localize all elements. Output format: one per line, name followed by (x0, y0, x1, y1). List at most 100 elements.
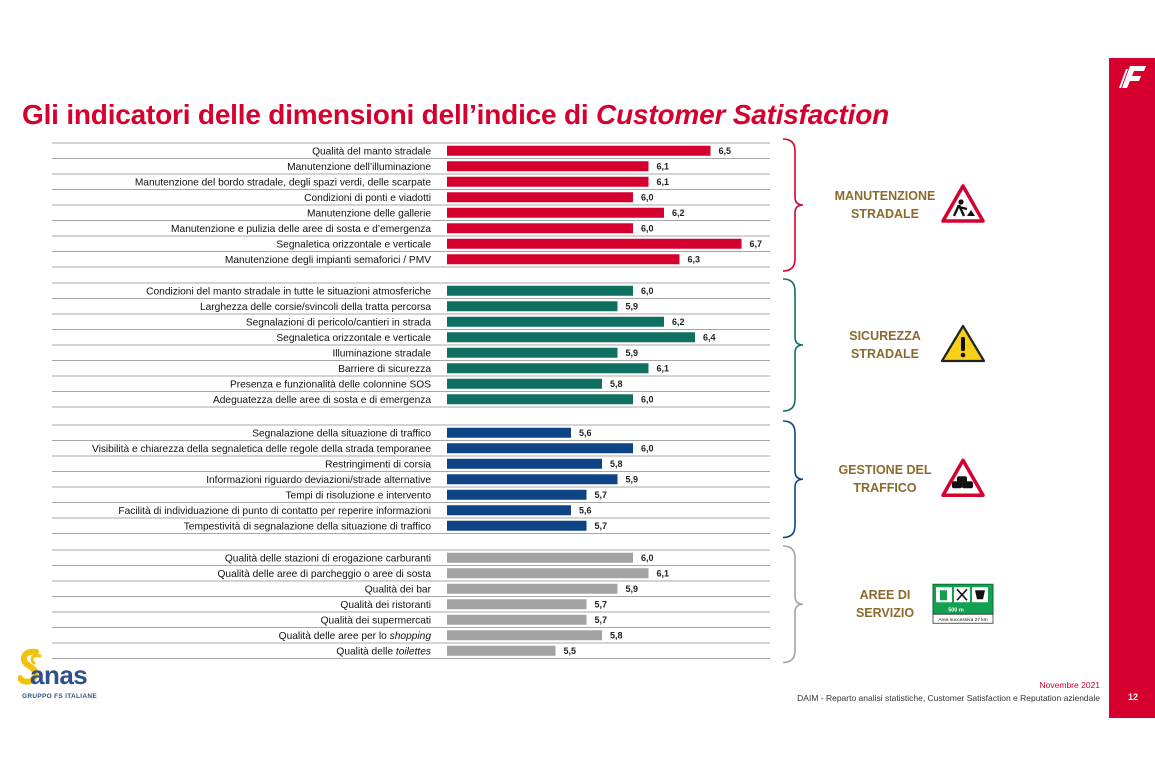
bar (447, 176, 649, 187)
value-label: 6,4 (703, 333, 716, 343)
anas-logo (17, 648, 118, 699)
brand-strip (1109, 58, 1155, 718)
value-label: 6,1 (657, 162, 670, 172)
value-label: 5,9 (626, 584, 639, 594)
category-label: Qualità dei ristoranti (340, 600, 431, 611)
category-label: Barriere di sicurezza (338, 364, 431, 375)
category-label: Visibilità e chiarezza della segnaletica… (92, 444, 431, 455)
page-number: 12 (1127, 692, 1138, 702)
value-label: 5,9 (626, 348, 639, 358)
category-label: Qualità dei supermercati (321, 615, 431, 626)
bar (447, 630, 602, 641)
group-label: AREE DI SERVIZIO (825, 586, 945, 622)
group-bracket (782, 278, 804, 412)
category-label: Illuminazione stradale (332, 348, 431, 359)
bar (447, 443, 633, 454)
category-label: Manutenzione delle gallerie (307, 208, 431, 219)
category-label: Segnalazioni di pericolo/cantieri in str… (246, 317, 432, 328)
anas-wordmark: anas (30, 660, 88, 690)
value-label: 6,2 (672, 208, 685, 218)
value-label: 6,0 (641, 224, 654, 234)
bar (447, 254, 680, 265)
value-label: 6,0 (641, 395, 654, 405)
group-label-line: SICUREZZA (849, 329, 921, 343)
group-label: SICUREZZA STRADALE (825, 327, 945, 363)
anas-subtitle: GRUPPO FS ITALIANE (22, 693, 97, 700)
bar (447, 223, 633, 234)
bar (447, 394, 633, 405)
category-label: Presenza e funzionalità delle colonnine … (230, 379, 431, 390)
road-works-sign-icon (941, 184, 985, 223)
bar (447, 192, 633, 203)
group-label-line: AREE DI (859, 588, 911, 603)
bar (447, 238, 742, 249)
title-italic: Customer Satisfaction (596, 99, 890, 130)
title-main: Gli indicatori delle dimensioni dell’ind… (22, 99, 597, 130)
value-label: 6,5 (719, 146, 732, 156)
category-label: Qualità del manto stradale (312, 146, 431, 157)
bar (447, 474, 618, 485)
category-label: Condizioni di ponti e viadotti (304, 193, 431, 204)
value-label: 6,0 (641, 286, 654, 296)
value-label: 5,6 (579, 506, 592, 516)
group-bracket (782, 545, 804, 664)
category-label: Tempestività di segnalazione della situa… (184, 521, 432, 532)
bar (447, 489, 587, 500)
category-label: Qualità delle aree di parcheggio o aree … (217, 569, 431, 580)
value-label: 6,7 (750, 239, 763, 249)
category-label: Manutenzione degli impianti semaforici /… (225, 255, 431, 266)
category-label: Larghezza delle corsie/svincoli della tr… (200, 302, 431, 313)
value-label: 5,7 (595, 615, 608, 625)
bar-chart: Qualità del manto stradale 6,5 Manutenzion… (52, 138, 994, 664)
category-label: Manutenzione e pulizia delle aree di sos… (171, 224, 431, 235)
sign-next-area: Area successiva 27 km (938, 617, 987, 623)
service-area-sign-icon: 500 m Area successiva 27 km (932, 583, 994, 624)
bar (447, 207, 664, 218)
bar (447, 614, 587, 625)
category-label: Qualità delle toilettes (336, 646, 431, 657)
bar (447, 645, 556, 656)
bar (447, 552, 633, 563)
value-label: 6,0 (641, 444, 654, 454)
group-label-line: MANUTENZIONE (834, 189, 936, 203)
value-label: 5,8 (610, 379, 623, 389)
traffic-queue-sign-icon (941, 458, 985, 497)
group-label: MANUTENZIONE STRADALE (825, 187, 945, 223)
category-label: Manutenzione dell’illuminazione (287, 162, 431, 173)
value-label: 5,6 (579, 428, 592, 438)
bar (447, 568, 649, 579)
anas-s-icon (17, 648, 42, 685)
value-label: 6,3 (688, 255, 701, 265)
category-label: Segnaletica orizzontale e verticale (276, 333, 431, 344)
bar (447, 316, 664, 327)
value-label: 5,7 (595, 490, 608, 500)
value-label: 5,8 (610, 631, 623, 641)
bar (447, 458, 602, 469)
bar (447, 599, 587, 610)
category-label: Manutenzione del bordo stradale, degli s… (135, 177, 432, 188)
group-bracket (782, 420, 804, 539)
footer-department: DAIM - Reparto analisi statistiche, Cust… (797, 693, 1100, 703)
value-label: 5,5 (564, 646, 577, 656)
bar (447, 347, 618, 358)
group-bracket (782, 138, 804, 272)
group-label-line: GESTIONE DEL (838, 463, 932, 478)
value-label: 6,0 (641, 553, 654, 563)
value-label: 6,1 (657, 364, 670, 374)
category-label: Condizioni del manto stradale in tutte l… (146, 286, 431, 297)
category-label: Facilità di individuazione di punto di c… (118, 506, 431, 517)
category-label: Informazioni riguardo deviazioni/strade … (206, 475, 431, 486)
category-label: Segnalazione della situazione di traffic… (252, 428, 431, 439)
group-label: GESTIONE DEL TRAFFICO (825, 461, 945, 497)
bar (447, 145, 711, 156)
value-label: 5,9 (626, 475, 639, 485)
category-label: Qualità dei bar (365, 584, 432, 595)
group-label-line: SERVIZIO (855, 606, 915, 621)
bar (447, 161, 649, 172)
value-label: 6,1 (657, 177, 670, 187)
bar (447, 583, 618, 594)
category-label: Qualità delle stazioni di erogazione car… (225, 553, 431, 564)
group-label-line: TRAFFICO (853, 481, 917, 496)
group-label-line: STRADALE (850, 347, 920, 361)
sign-distance: 500 m (948, 607, 964, 613)
